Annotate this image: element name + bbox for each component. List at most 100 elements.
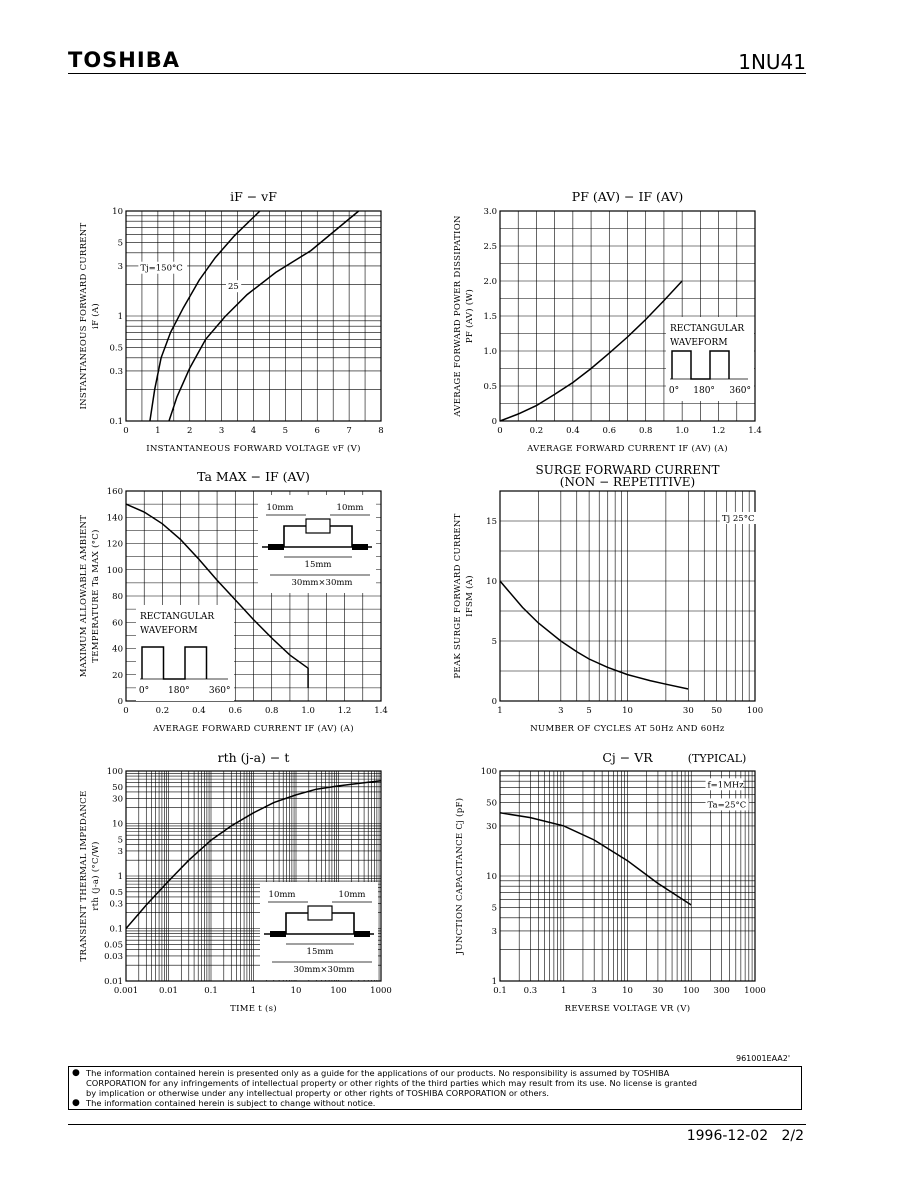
x-axis-label: AVERAGE FORWARD CURRENT IF (AV) (A)	[152, 723, 354, 734]
footer-date: 1996-12-02	[686, 1128, 769, 1144]
annotation-label: 25	[228, 282, 239, 292]
chart-c4: 1 3 5 10 30 50 100 0 5 10 15 SURGE FORWARD CURRENT(…	[453, 463, 769, 734]
y-tick-label: 50	[112, 783, 123, 793]
y-tick-label: 0.01	[104, 977, 123, 987]
y-tick-label: 5	[118, 239, 123, 249]
diode-lead	[285, 912, 355, 934]
footer-page: 2/2	[781, 1128, 804, 1144]
annotation-bg	[705, 778, 744, 791]
y-axis-label: rth (j-a) (°C/W)	[90, 841, 101, 910]
annotation-label: f=1MHz	[708, 780, 745, 790]
x-tick-label: 1.0	[675, 426, 689, 436]
notice-line-2: CORPORATION for any infringements of int…	[86, 1078, 697, 1088]
chart-c3: 0 0.2 0.4 0.6 0.8 1.0 1.2 1.4 0 20 40 60 80 100 120 140…	[79, 469, 388, 734]
diode-body	[307, 905, 333, 921]
inset-text: WAVEFORM	[670, 338, 728, 348]
plot-frame	[499, 490, 756, 702]
plot-frame	[125, 210, 382, 422]
x-tick-label: 0.1	[493, 986, 507, 996]
y-tick-label: 10	[486, 872, 497, 882]
x-tick-label: 1000	[744, 986, 766, 996]
inset-angle-label: 180°	[168, 686, 190, 696]
inset-angle-label: 360°	[729, 386, 751, 396]
footer-date-page: 1996-12-02 2/2	[687, 1128, 804, 1144]
y-axis-label: INSTANTANEOUS FORWARD CURRENT	[79, 222, 89, 409]
series-line	[499, 580, 689, 690]
y-tick-label: 30	[112, 794, 123, 804]
y-axis-label: TEMPERATURE Ta MAX (°C)	[90, 529, 101, 662]
y-tick-label: 0.5	[109, 344, 123, 354]
x-axis-label: NUMBER OF CYCLES AT 50Hz AND 60Hz	[530, 724, 725, 734]
x-tick-label: 2	[187, 426, 192, 436]
y-tick-label: 120	[107, 540, 123, 550]
inset-angle-label: 360°	[209, 686, 231, 696]
y-tick-label: 0.5	[109, 888, 123, 898]
copper-pad	[352, 544, 368, 550]
x-tick-label: 1	[155, 426, 160, 436]
x-tick-label: 0.2	[156, 706, 170, 716]
part-number: 1NU41	[738, 50, 806, 74]
y-tick-label: 60	[112, 618, 123, 628]
x-tick-label: 3	[558, 706, 563, 716]
x-tick-label: 0.4	[566, 426, 580, 436]
x-tick-label: 30	[653, 986, 664, 996]
x-tick-label: 0.01	[159, 986, 178, 996]
plot-frame	[125, 490, 382, 702]
notice-line-3: by implication or otherwise under any in…	[86, 1088, 550, 1098]
y-tick-label: 0	[118, 697, 123, 707]
y-tick-label: 1	[492, 977, 497, 987]
y-tick-label: 0	[492, 417, 497, 427]
x-axis-label: TIME t (s)	[230, 1003, 277, 1014]
x-tick-label: 1.0	[301, 706, 315, 716]
y-tick-label: 40	[112, 645, 123, 655]
series-line	[125, 780, 382, 929]
x-tick-label: 0.6	[603, 426, 617, 436]
series-line	[499, 280, 683, 422]
x-tick-label: 0.3	[524, 986, 538, 996]
x-tick-label: 3	[591, 986, 596, 996]
x-tick-label: 300	[714, 986, 730, 996]
y-tick-label: 10	[486, 577, 497, 587]
y-tick-label: 0.5	[483, 382, 497, 392]
y-tick-label: 80	[112, 592, 123, 602]
series-line	[499, 812, 692, 906]
mount-label: 30mm×30mm	[294, 965, 355, 975]
y-tick-label: 15	[486, 517, 497, 527]
y-tick-label: 0.1	[109, 925, 123, 935]
y-axis-label: iF (A)	[90, 303, 101, 329]
y-tick-label: 100	[107, 566, 123, 576]
chart-title: iF − vF	[230, 189, 277, 204]
x-tick-label: 0.4	[192, 706, 206, 716]
inset-text: RECTANGULAR	[140, 612, 214, 622]
y-tick-label: 5	[492, 904, 497, 914]
y-tick-label: 0.03	[104, 952, 123, 962]
y-tick-label: 3	[118, 847, 123, 857]
y-axis-label: IFSM (A)	[464, 575, 475, 617]
y-tick-label: 0.1	[109, 417, 123, 427]
x-tick-label: 5	[283, 426, 288, 436]
notice-line-1: The information contained herein is pres…	[86, 1068, 670, 1078]
plot-frame	[125, 770, 382, 982]
inset-angle-label: 0°	[669, 386, 679, 396]
x-tick-label: 0.6	[229, 706, 243, 716]
inset-angle-label: 180°	[693, 386, 715, 396]
y-tick-label: 10	[112, 820, 123, 830]
x-tick-label: 10	[291, 986, 302, 996]
mount-label: 15mm	[307, 947, 334, 957]
brand-logo: TOSHIBA	[68, 48, 180, 72]
chart-c1: 0 1 2 3 4 5 6 7 8 0.1 0.3 0.5 1 3 5 10 iF − vF INSTANTANE…	[79, 189, 384, 454]
annotation-bg	[719, 512, 769, 524]
mount-label: 10mm	[269, 890, 296, 900]
plot-frame	[499, 770, 756, 982]
x-axis-label: REVERSE VOLTAGE VR (V)	[565, 1003, 691, 1014]
x-tick-label: 8	[378, 426, 383, 436]
x-tick-label: 10	[622, 986, 633, 996]
x-tick-label: 1	[251, 986, 256, 996]
copper-pad	[354, 931, 370, 937]
x-axis-label: INSTANTANEOUS FORWARD VOLTAGE vF (V)	[146, 443, 360, 454]
mount-label: 10mm	[267, 503, 294, 513]
x-tick-label: 0.8	[639, 426, 653, 436]
chart-c6: 0.1 0.3 1 3 10 30 100 300 1000 1 3 5 10 30 50 100 Cj − V…	[454, 750, 766, 1014]
y-tick-label: 30	[486, 822, 497, 832]
x-tick-label: 3	[219, 426, 224, 436]
